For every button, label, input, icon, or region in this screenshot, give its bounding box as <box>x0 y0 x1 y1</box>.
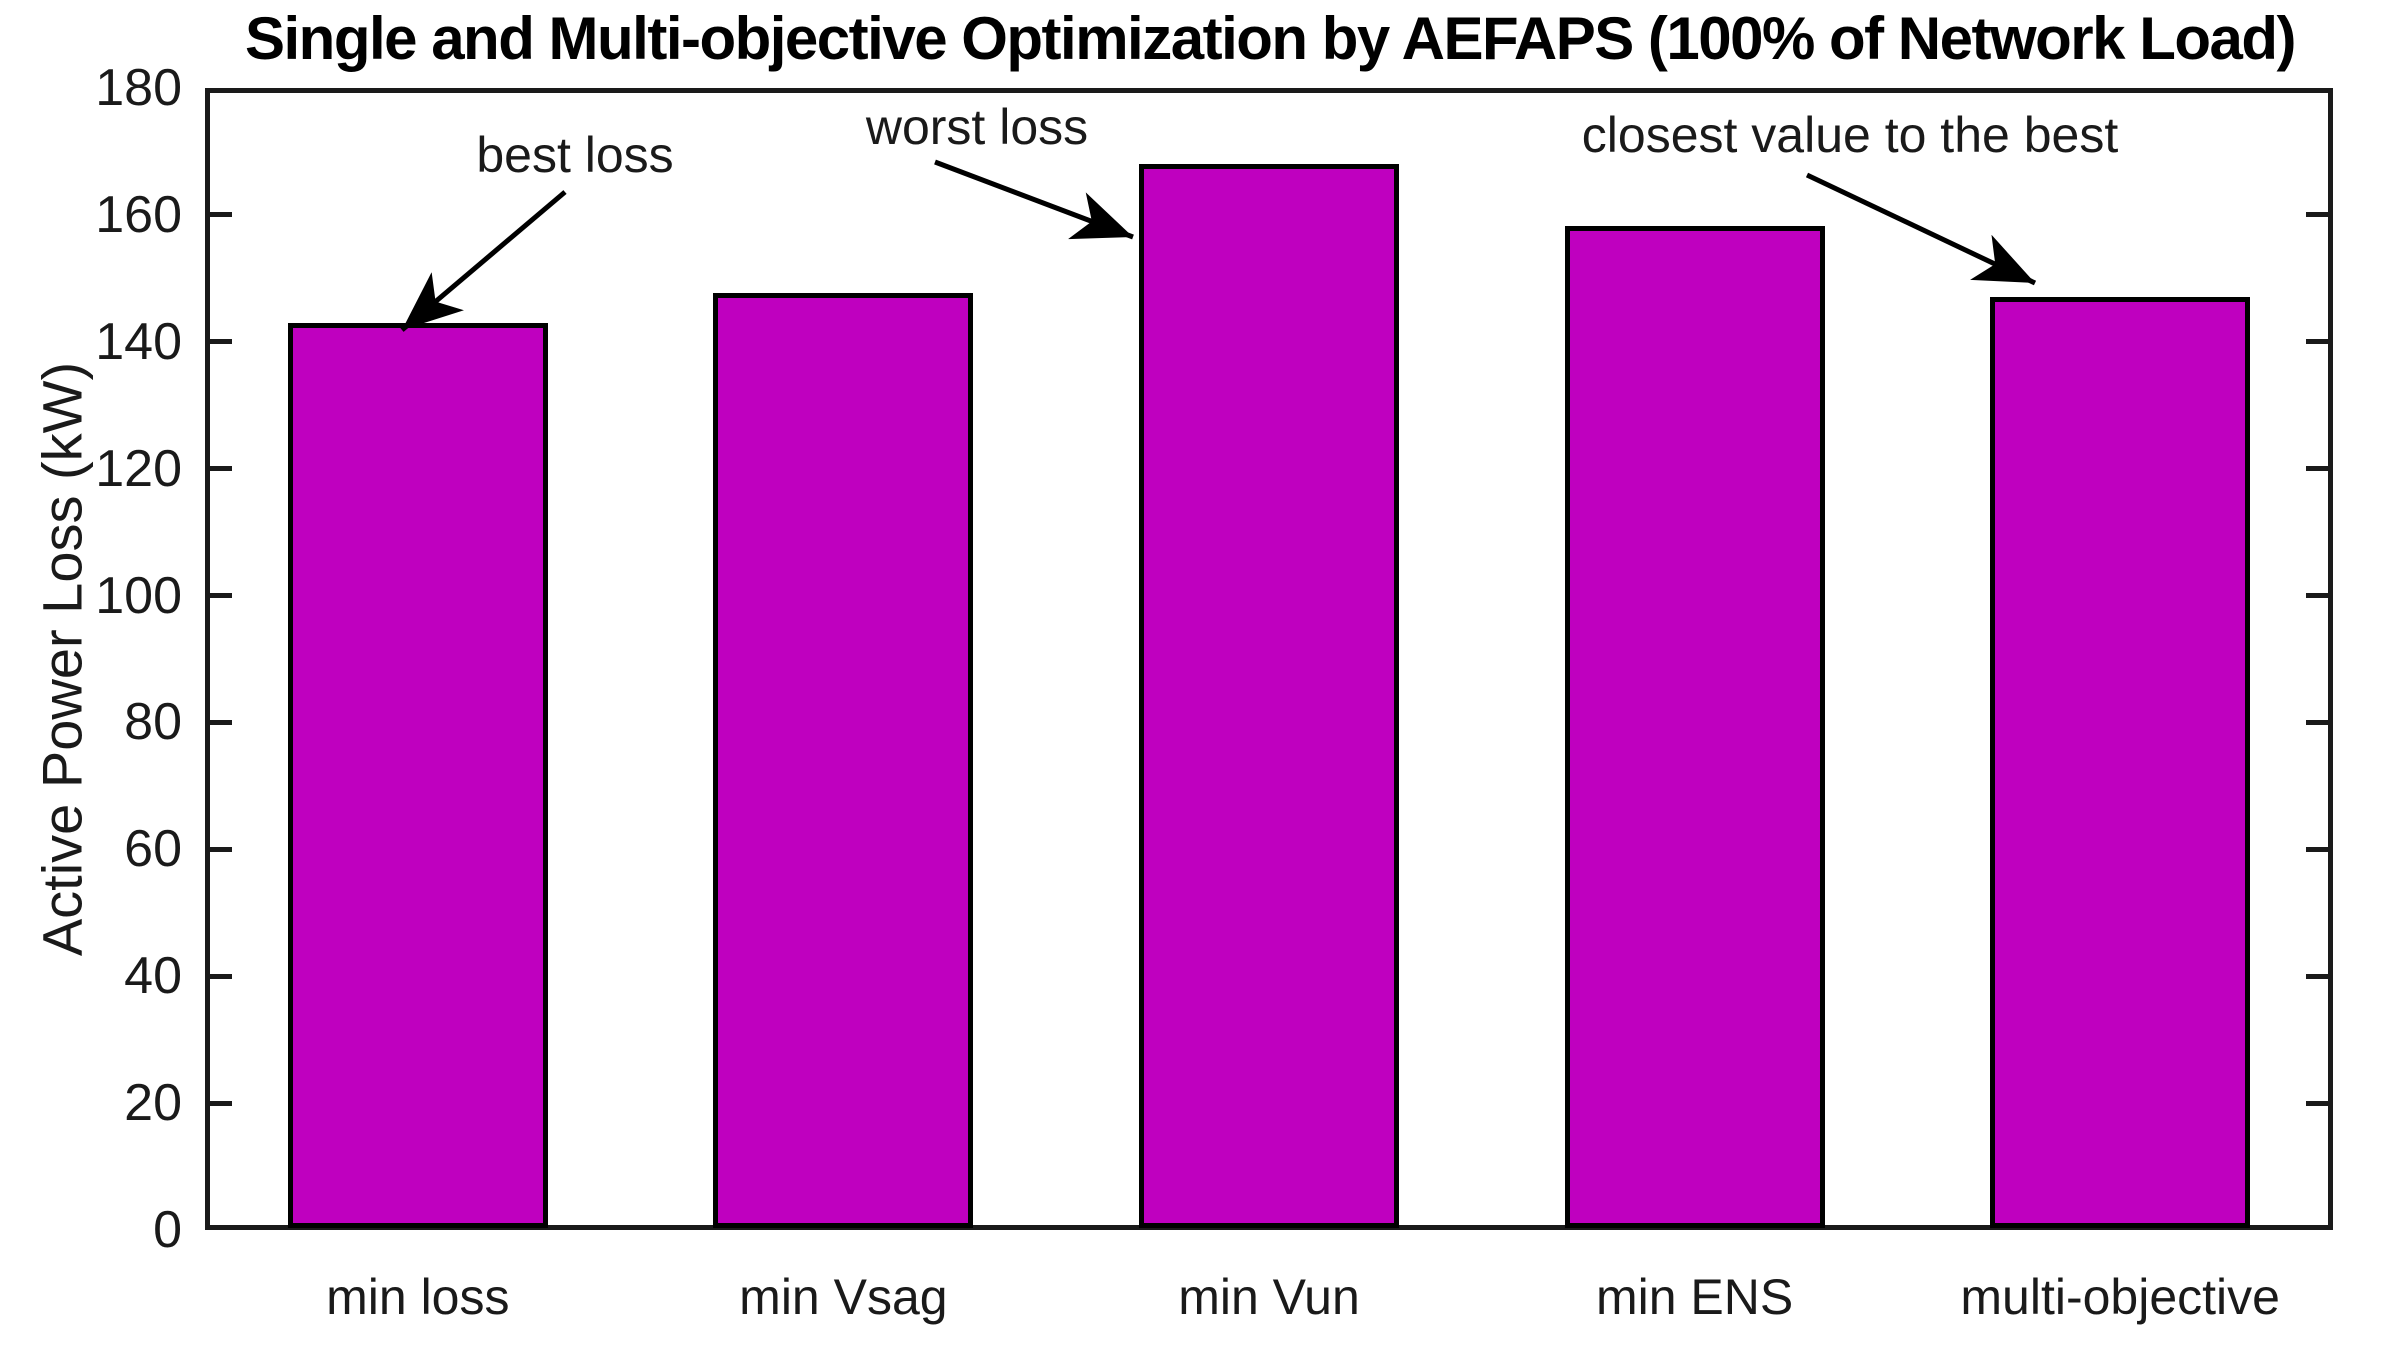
y-tick-right <box>2306 719 2328 725</box>
y-tick-left <box>210 846 232 852</box>
y-tick-label: 140 <box>95 312 182 371</box>
x-tick-label: min loss <box>326 1269 510 1325</box>
y-tick-label: 0 <box>153 1201 182 1259</box>
bar <box>287 322 548 1228</box>
y-tick-label: 100 <box>95 566 182 625</box>
annotation-label: closest value to the best <box>1581 107 2119 163</box>
bar <box>1990 297 2251 1228</box>
x-tick-label: min Vun <box>1178 1269 1360 1325</box>
y-tick-right <box>2306 212 2328 218</box>
y-tick-label: 60 <box>124 820 182 879</box>
y-tick-label: 80 <box>124 693 182 752</box>
y-tick-label: 180 <box>95 59 182 117</box>
y-tick-left <box>210 719 232 725</box>
y-tick-left <box>210 212 232 218</box>
annotation-label: worst loss <box>865 99 1089 155</box>
y-tick-label: 40 <box>124 947 182 1006</box>
bar <box>1139 164 1399 1228</box>
y-tick-left <box>210 339 232 345</box>
x-tick-label: min Vsag <box>739 1269 948 1325</box>
y-tick-right <box>2306 973 2328 979</box>
y-tick-left <box>210 593 232 599</box>
y-tick-label: 120 <box>95 439 182 498</box>
y-tick-right <box>2306 339 2328 345</box>
x-tick-label: min ENS <box>1595 1269 1794 1325</box>
y-tick-right <box>2306 1100 2328 1106</box>
y-tick-left <box>210 973 232 979</box>
x-tick-label: multi-objective <box>1960 1269 2280 1325</box>
bar <box>1564 226 1825 1228</box>
y-tick-right <box>2306 593 2328 599</box>
y-tick-left <box>210 466 232 472</box>
chart-title: Single and Multi-objective Optimization … <box>244 5 2297 72</box>
y-tick-left <box>210 1100 232 1106</box>
y-tick-right <box>2306 466 2328 472</box>
y-tick-label: 160 <box>95 185 182 244</box>
bar <box>713 292 974 1228</box>
y-tick-label: 20 <box>124 1074 182 1133</box>
y-tick-right <box>2306 846 2328 852</box>
annotation-label: best loss <box>476 127 674 183</box>
